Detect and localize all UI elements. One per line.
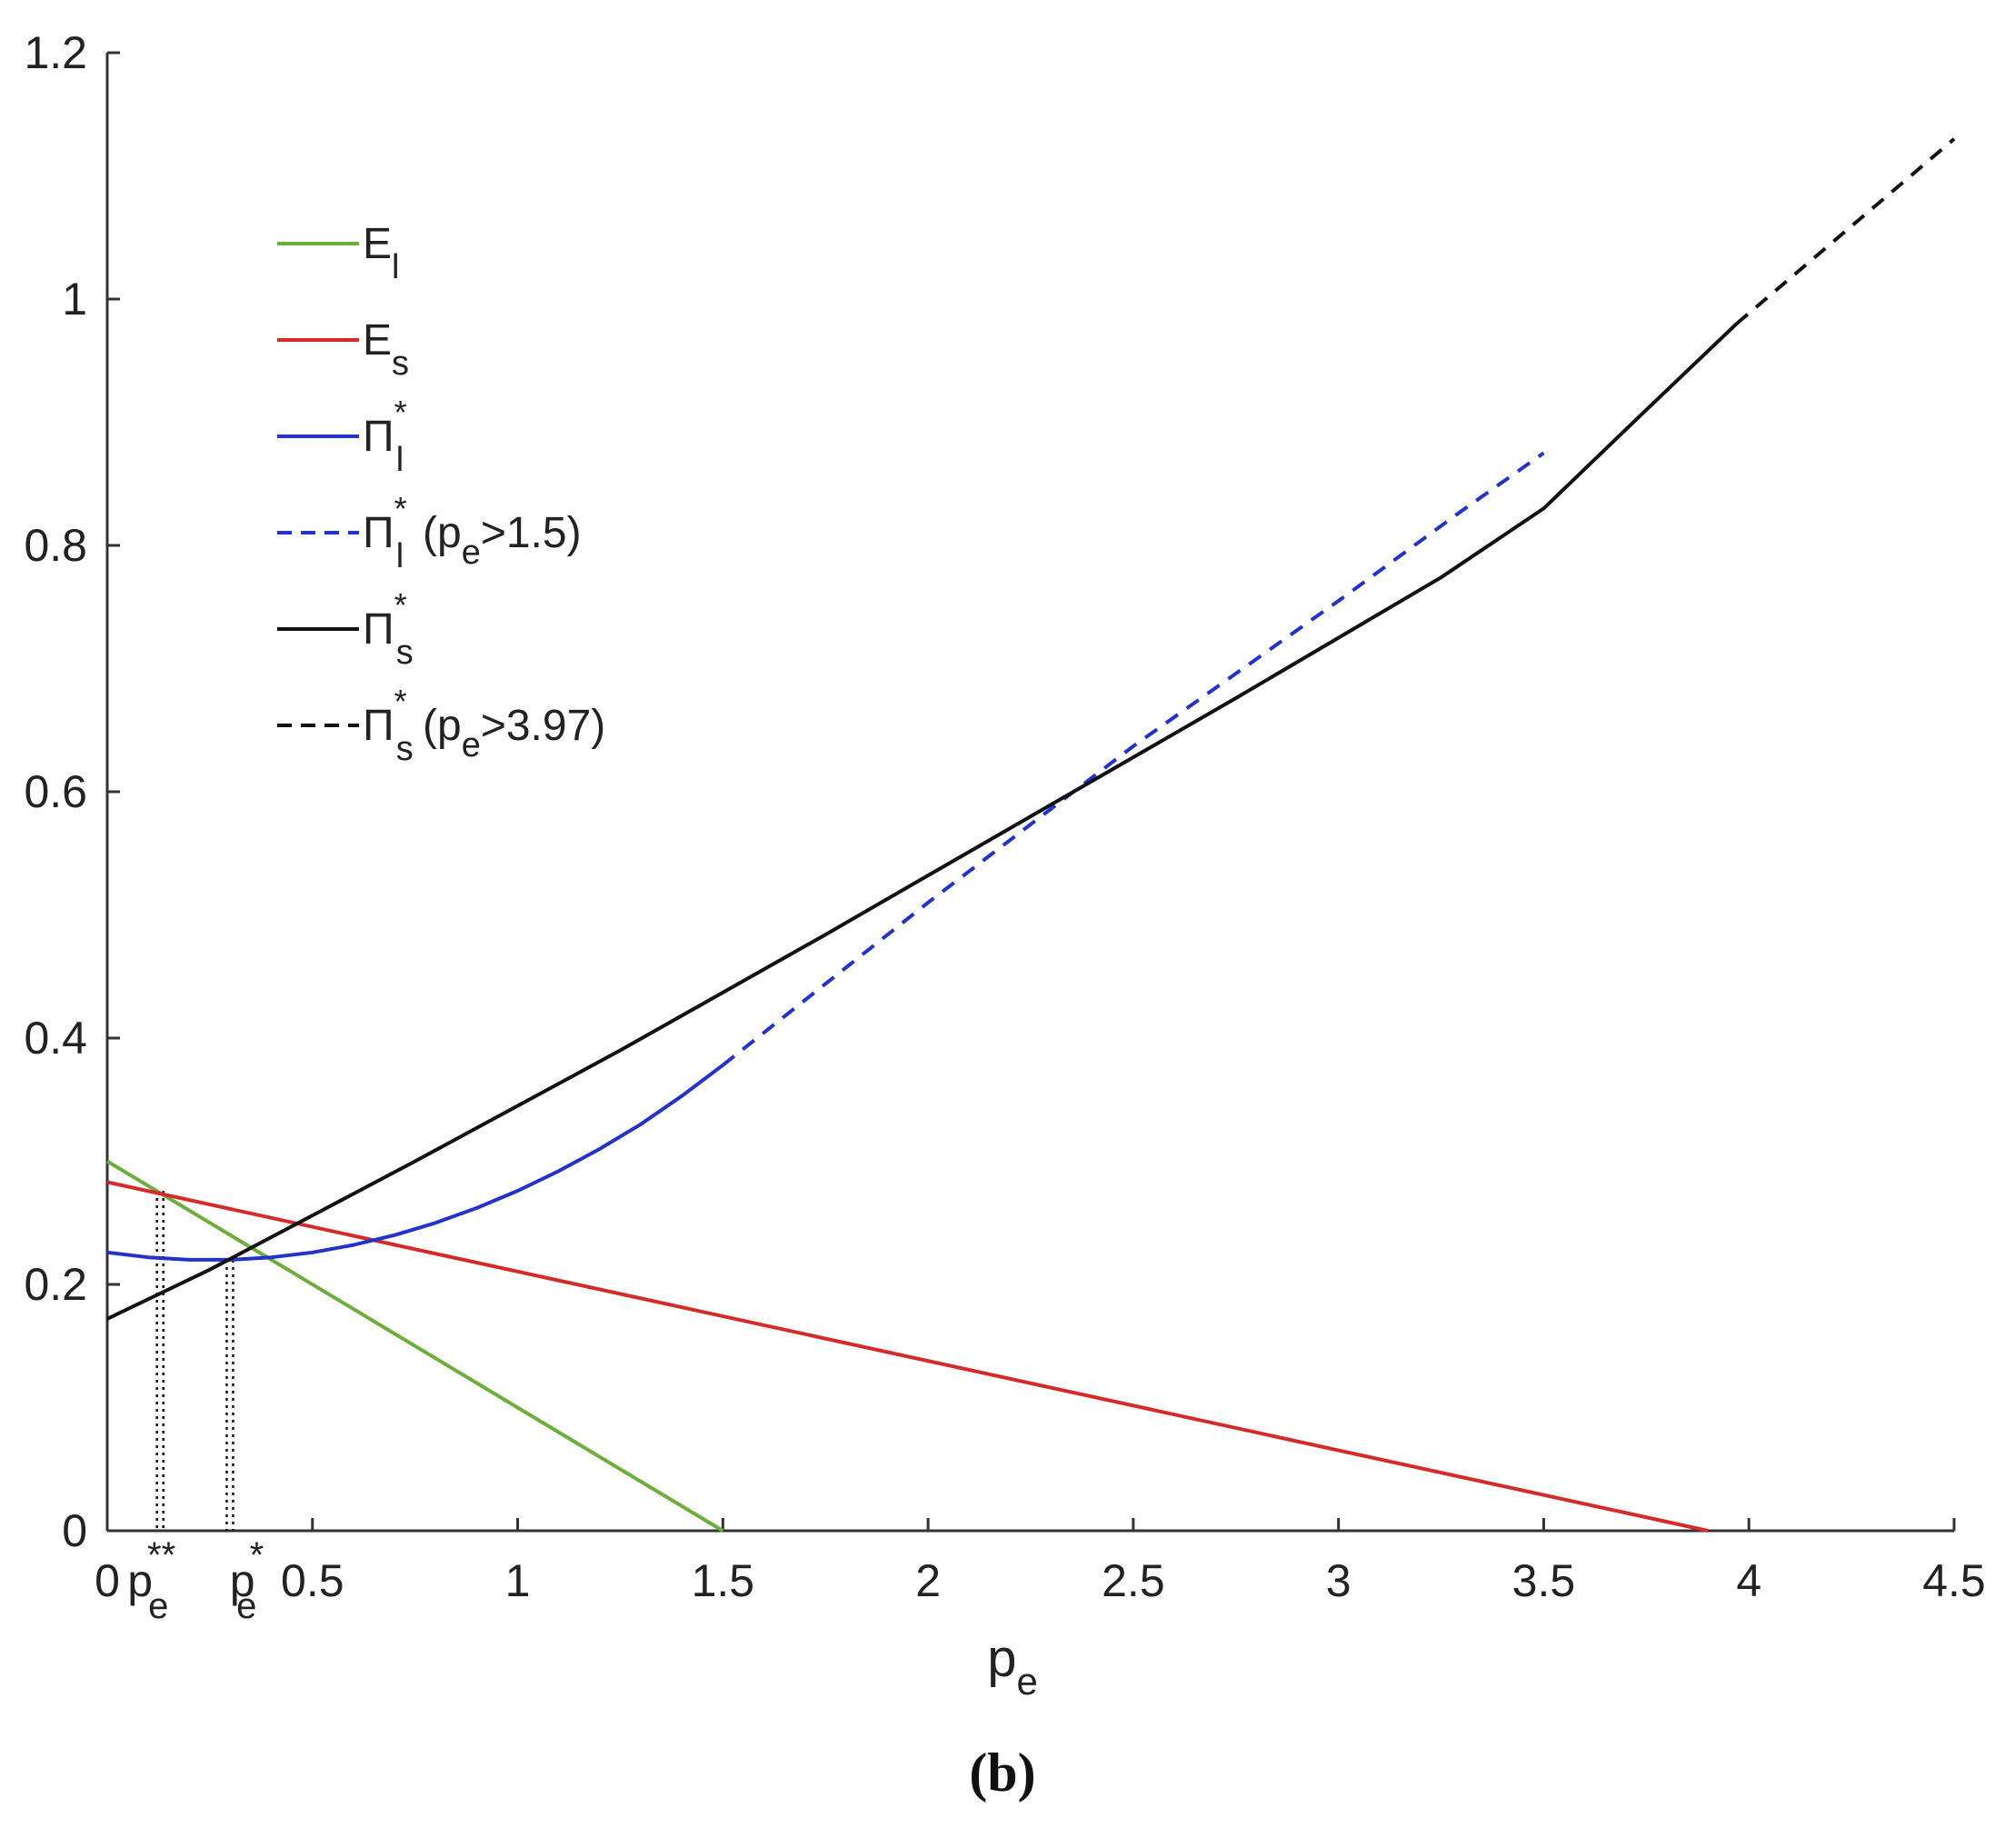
legend-condition-Pi_l_dash: (pe>1.5) xyxy=(423,509,582,572)
y-tick-label: 1.2 xyxy=(24,27,87,78)
legend-entry-E_s: Es xyxy=(363,316,409,383)
series-line-E_l xyxy=(105,1159,724,1533)
y-tick-label: 0 xyxy=(62,1505,87,1556)
series-line-Pi_l_dash xyxy=(722,451,1545,1067)
legend-entry-Pi_l: Π* l xyxy=(363,394,407,479)
series-line-Pi_l xyxy=(106,1064,724,1262)
guide-lines xyxy=(155,1191,234,1531)
x-axis-label: pe xyxy=(987,1629,1038,1703)
series-lines xyxy=(105,137,1956,1533)
x-tick-label: 0.5 xyxy=(281,1555,344,1606)
tick-labels: 0 0.5 1 1.5 2 2.5 3 3.5 4 4.5 0 0.2 0.4 0.6 0.8 1 1.2 p**… xyxy=(24,27,1985,1626)
legend-entry-Pi_s: Π* s xyxy=(363,586,414,672)
legend-entry-Pi_l_dash: Π* l xyxy=(363,490,407,575)
x-tick-label: 3 xyxy=(1326,1555,1352,1606)
panel-label: (b) xyxy=(969,1743,1035,1803)
y-tick-label: 0.8 xyxy=(24,520,87,571)
x-tick-label: 3.5 xyxy=(1512,1555,1576,1606)
axes xyxy=(105,53,1954,1533)
x-tick-label: 4.5 xyxy=(1922,1555,1986,1606)
tick-marks xyxy=(105,51,1956,1533)
annotation-label-pe_double_star: p** e xyxy=(127,1535,175,1626)
x-tick-label: 1 xyxy=(505,1555,531,1606)
y-tick-label: 0.6 xyxy=(24,766,87,817)
annotation-label-pe_star: p* e xyxy=(230,1535,264,1626)
series-line-E_s xyxy=(106,1180,1709,1533)
x-tick-label: 2 xyxy=(915,1555,941,1606)
y-tick-label: 0.4 xyxy=(24,1013,87,1064)
y-tick-label: 0.2 xyxy=(24,1259,87,1310)
x-tick-label: 0 xyxy=(95,1555,120,1606)
series-line-Pi_s_dash xyxy=(1735,137,1956,325)
x-axis-title: pe xyxy=(987,1629,1038,1703)
x-tick-label: 2.5 xyxy=(1102,1555,1165,1606)
x-tick-label: 4 xyxy=(1736,1555,1761,1606)
legend-entry-Pi_s_dash: Π* s xyxy=(363,683,414,768)
series-line-Pi_s xyxy=(106,322,1739,1321)
y-tick-label: 1 xyxy=(62,274,87,325)
x-tick-label: 1.5 xyxy=(692,1555,755,1606)
legend-condition-Pi_s_dash: (pe>3.97) xyxy=(423,702,605,764)
legend-entry-E_l: El xyxy=(363,220,399,286)
